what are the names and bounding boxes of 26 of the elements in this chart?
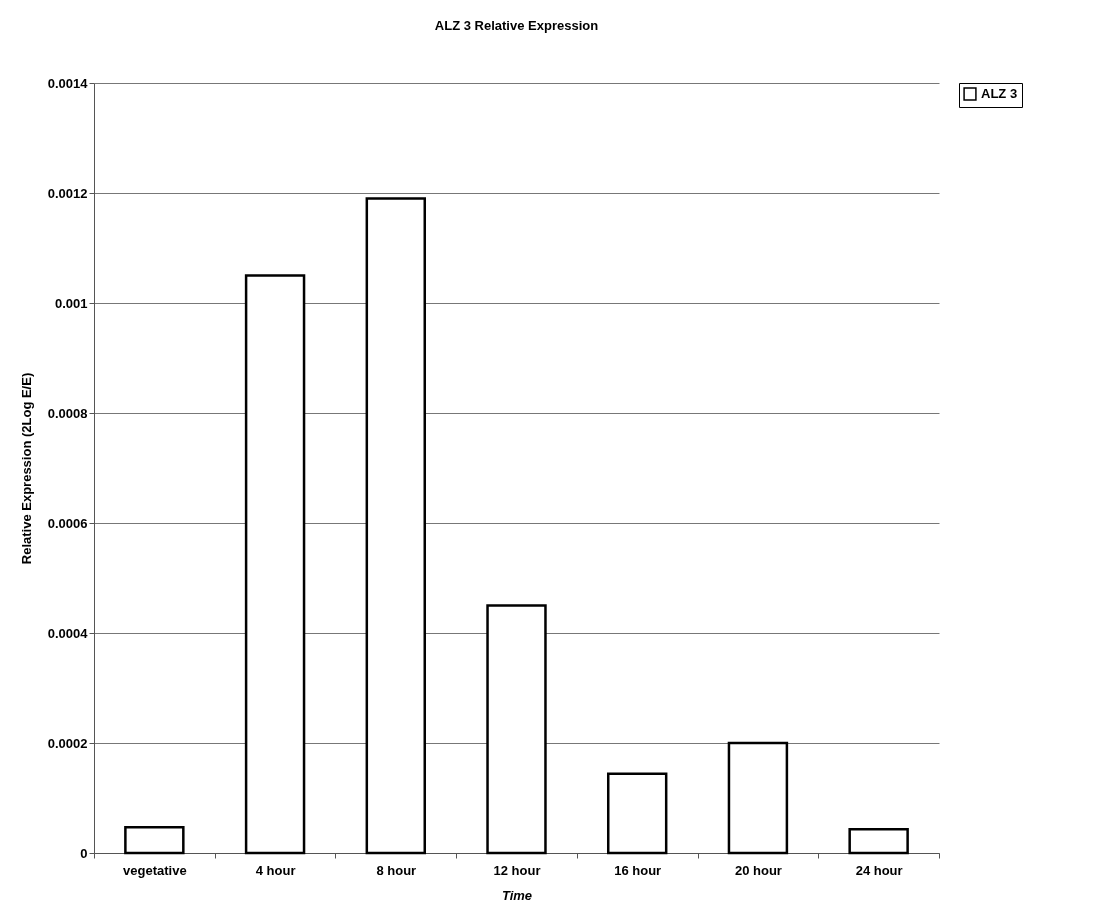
x-tick-label: 24 hour	[855, 862, 903, 878]
bar	[124, 825, 185, 855]
bar	[244, 274, 306, 855]
bar	[727, 741, 789, 855]
y-tick-label: 0	[80, 845, 88, 861]
y-tick-label: 0.0006	[47, 515, 88, 531]
x-tick-label: 20 hour	[734, 862, 782, 878]
legend-label: ALZ 3	[981, 86, 1018, 101]
chart-title: ALZ 3 Relative Expression	[434, 18, 599, 33]
x-tick-label: 16 hour	[614, 862, 662, 878]
y-tick-label: 0.0002	[47, 735, 88, 751]
x-tick-label: 8 hour	[376, 862, 417, 878]
bar	[365, 197, 427, 855]
x-tick-label: 4 hour	[255, 862, 296, 878]
y-tick-label: 0.0014	[47, 75, 89, 91]
y-tick-label: 0.001	[54, 295, 88, 311]
y-axis-title: Relative Expression (2Log E/E)	[18, 372, 34, 565]
x-axis-title: Time	[501, 887, 533, 903]
x-tick-label: vegetative	[123, 862, 187, 878]
y-tick-label: 0.0012	[47, 185, 88, 201]
x-tick-label: 12 hour	[493, 862, 541, 878]
y-tick-label: 0.0008	[47, 405, 88, 421]
bar	[486, 604, 547, 855]
bar	[848, 828, 909, 855]
bar	[606, 772, 668, 855]
y-tick-label: 0.0004	[47, 625, 89, 641]
